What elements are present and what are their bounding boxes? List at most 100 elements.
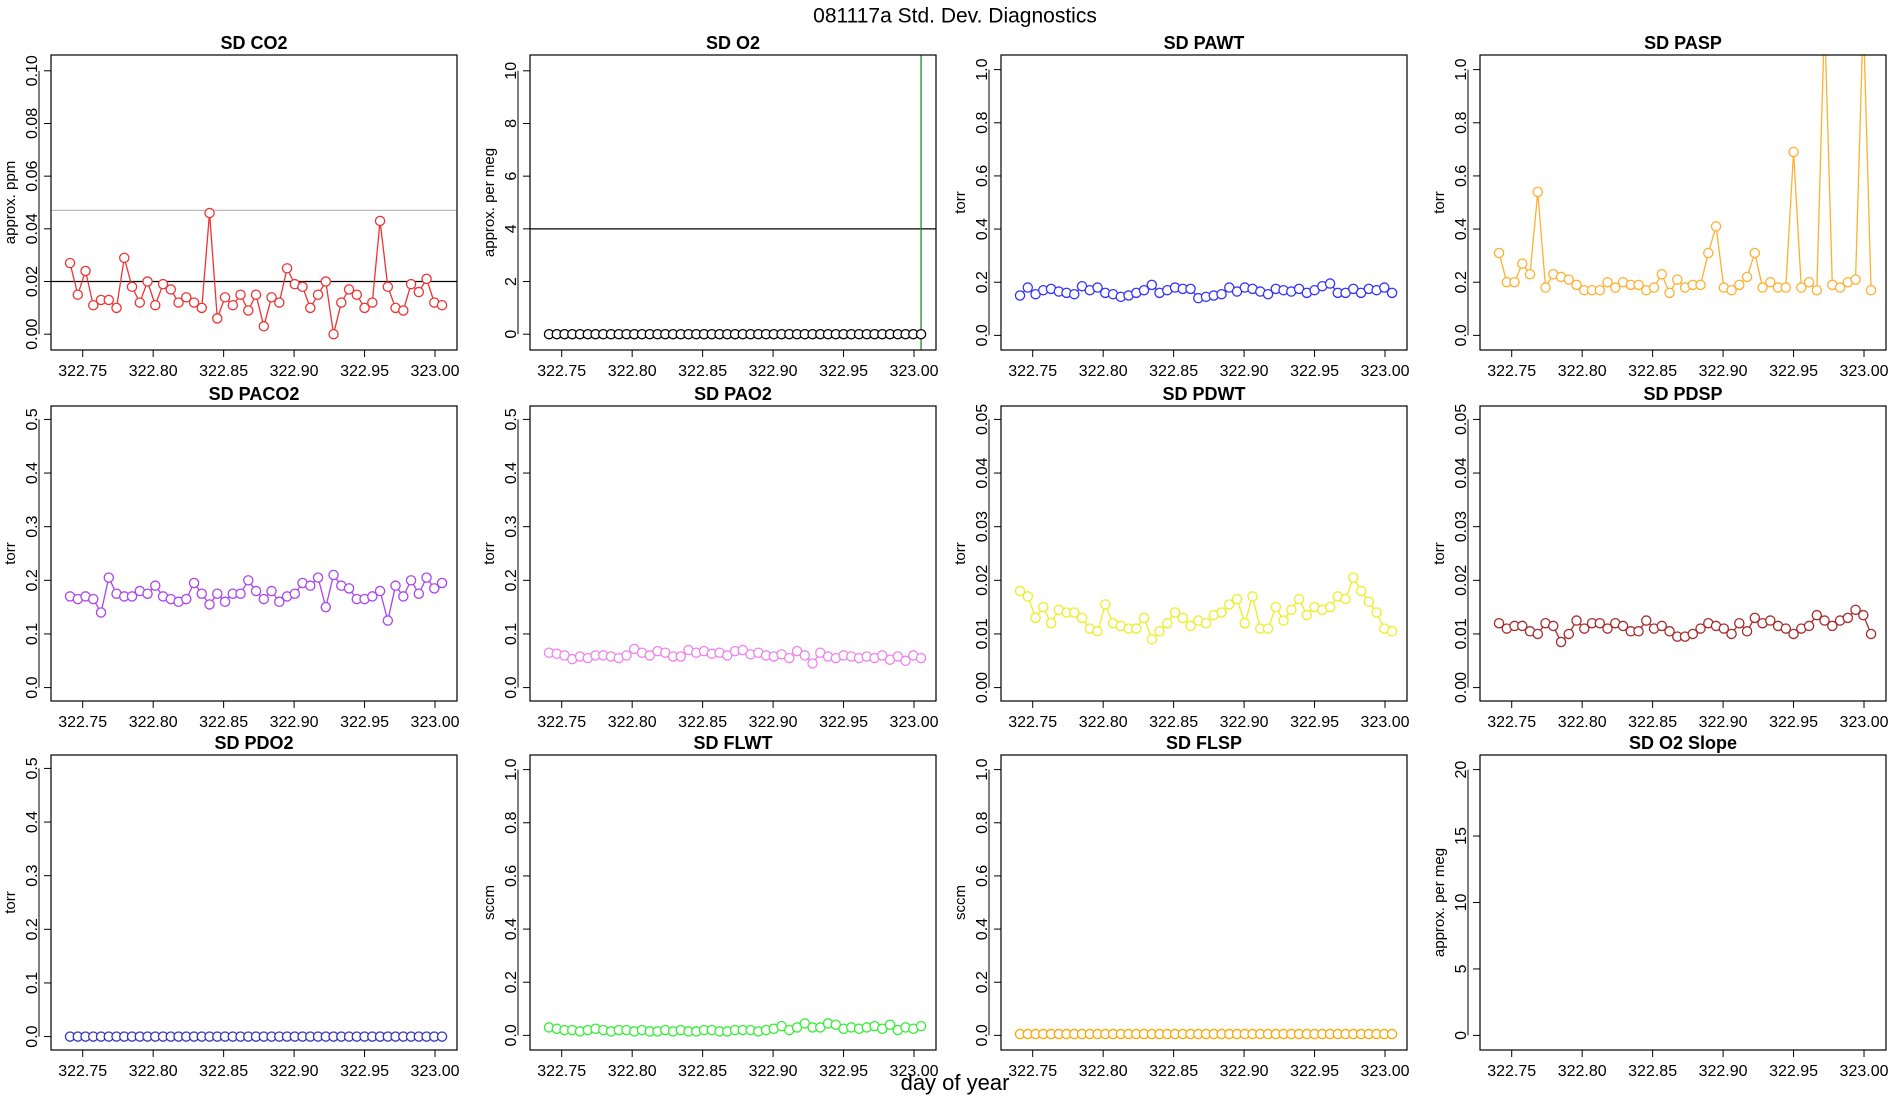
x-tick-label: 322.75 bbox=[58, 1063, 107, 1080]
panel-title: SD PASP bbox=[1644, 33, 1722, 53]
x-tick-label: 322.95 bbox=[1290, 714, 1339, 731]
data-point bbox=[1602, 276, 1613, 288]
data-point bbox=[1664, 626, 1675, 637]
plot-frame bbox=[50, 754, 458, 1051]
panel: SD FLSP sccm 0.0 0.2 0.4 0.6 0.8 1.0 322.75 322.8… bbox=[952, 733, 1410, 1080]
x-tick-label: 323.00 bbox=[1361, 363, 1410, 380]
data-point bbox=[235, 289, 246, 300]
y-tick-label: 0.0 bbox=[974, 324, 991, 346]
data-point bbox=[436, 1031, 448, 1042]
data-layer bbox=[530, 55, 936, 350]
x-tick-label: 322.80 bbox=[129, 714, 178, 731]
data-point bbox=[436, 577, 448, 589]
plot-frame bbox=[529, 405, 937, 702]
y-tick-label: 2 bbox=[503, 277, 520, 286]
y-tick-label: 0.0 bbox=[1453, 324, 1470, 346]
y-axis-label: torr bbox=[952, 542, 969, 565]
x-tick-label: 322.80 bbox=[1079, 1063, 1128, 1080]
panel-title: SD PDO2 bbox=[214, 733, 293, 753]
y-tick-label: 0.6 bbox=[503, 865, 520, 887]
x-tick-label: 322.80 bbox=[608, 714, 657, 731]
y-tick-label: 0.3 bbox=[24, 864, 41, 886]
y-tick-label: 15 bbox=[1453, 827, 1470, 845]
panel-title: SD PAWT bbox=[1164, 33, 1245, 53]
data-point bbox=[1563, 274, 1575, 285]
data-point bbox=[1146, 279, 1158, 291]
data-point bbox=[95, 607, 107, 618]
y-tick-label: 0.03 bbox=[974, 511, 991, 542]
y-tick-label: 0.5 bbox=[24, 408, 41, 430]
x-tick-label: 322.75 bbox=[58, 363, 107, 380]
x-tick-label: 323.00 bbox=[411, 714, 460, 731]
data-point bbox=[621, 650, 632, 661]
y-tick-label: 0.0 bbox=[503, 676, 520, 698]
data-point bbox=[1788, 628, 1799, 640]
y-tick-label: 0.02 bbox=[1453, 565, 1470, 596]
y-tick-label: 0.8 bbox=[974, 812, 991, 834]
data-point bbox=[173, 297, 184, 308]
data-layer bbox=[64, 569, 448, 626]
y-tick-label: 0.2 bbox=[24, 918, 41, 940]
y-tick-label: 0.04 bbox=[1453, 457, 1470, 488]
y-tick-label: 0.4 bbox=[503, 462, 520, 484]
panel: SD CO2 approx. ppm 0.00 0.02 0.04 0.06 0.08 0.1… bbox=[2, 33, 460, 380]
y-tick-label: 10 bbox=[503, 62, 520, 80]
data-point bbox=[1493, 247, 1505, 259]
panel-title: SD FLWT bbox=[694, 733, 773, 753]
data-point bbox=[1850, 274, 1861, 285]
panel: SD PAWT torr 0.0 0.2 0.4 0.6 0.8 1.0 322.75 322.8… bbox=[952, 33, 1410, 380]
data-point bbox=[1532, 628, 1544, 640]
plot-frame bbox=[1479, 54, 1887, 351]
data-point bbox=[1301, 609, 1313, 621]
data-point bbox=[1278, 615, 1289, 626]
y-tick-label: 0.10 bbox=[24, 55, 41, 86]
panel-title: SD PDWT bbox=[1163, 384, 1246, 404]
data-point bbox=[1517, 620, 1528, 632]
data-point bbox=[413, 588, 425, 599]
x-tick-label: 322.75 bbox=[1008, 1063, 1057, 1080]
y-tick-label: 0 bbox=[503, 330, 520, 339]
data-point bbox=[374, 585, 386, 597]
x-tick-label: 322.90 bbox=[749, 714, 798, 731]
data-point bbox=[266, 585, 277, 597]
data-point bbox=[1850, 604, 1861, 616]
y-axis-label: approx. per meg bbox=[1431, 848, 1448, 957]
y-tick-label: 0.08 bbox=[24, 108, 41, 139]
data-point bbox=[235, 588, 246, 599]
data-point bbox=[1030, 612, 1041, 624]
data-point bbox=[1563, 628, 1575, 640]
x-tick-label: 322.85 bbox=[199, 714, 248, 731]
data-point bbox=[1216, 607, 1227, 618]
x-tick-label: 323.00 bbox=[1361, 1063, 1410, 1080]
data-point bbox=[1842, 612, 1854, 624]
plot-frame bbox=[50, 405, 458, 702]
panel-title: SD CO2 bbox=[220, 33, 287, 53]
x-tick-label: 323.00 bbox=[890, 363, 939, 380]
data-point bbox=[305, 580, 316, 591]
data-point bbox=[157, 278, 169, 290]
y-tick-label: 0.0 bbox=[24, 1025, 41, 1047]
x-tick-label: 322.75 bbox=[1487, 1063, 1536, 1080]
y-tick-label: 0.1 bbox=[24, 972, 41, 994]
data-point bbox=[165, 284, 177, 295]
x-tick-label: 323.00 bbox=[1840, 1063, 1889, 1080]
x-tick-label: 322.95 bbox=[1290, 1063, 1339, 1080]
data-point bbox=[312, 572, 324, 583]
x-tick-label: 322.90 bbox=[270, 363, 319, 380]
data-point bbox=[1200, 617, 1212, 629]
data-point bbox=[1045, 617, 1057, 629]
data-point bbox=[1517, 258, 1528, 269]
panel: SD PDWT torr 0.00 0.01 0.02 0.03 0.04 0.05 322.7… bbox=[952, 384, 1410, 731]
x-tick-label: 322.85 bbox=[199, 363, 248, 380]
data-point bbox=[1695, 623, 1706, 634]
data-point bbox=[1803, 276, 1815, 288]
y-tick-label: 6 bbox=[503, 172, 520, 181]
data-point bbox=[1687, 628, 1699, 640]
y-tick-label: 0.2 bbox=[24, 569, 41, 591]
y-tick-label: 4 bbox=[503, 224, 520, 233]
data-point bbox=[1796, 282, 1807, 293]
data-point bbox=[1858, 609, 1869, 621]
x-tick-label: 322.95 bbox=[819, 363, 868, 380]
data-point bbox=[1532, 186, 1544, 198]
panel-title: SD FLSP bbox=[1166, 733, 1242, 753]
